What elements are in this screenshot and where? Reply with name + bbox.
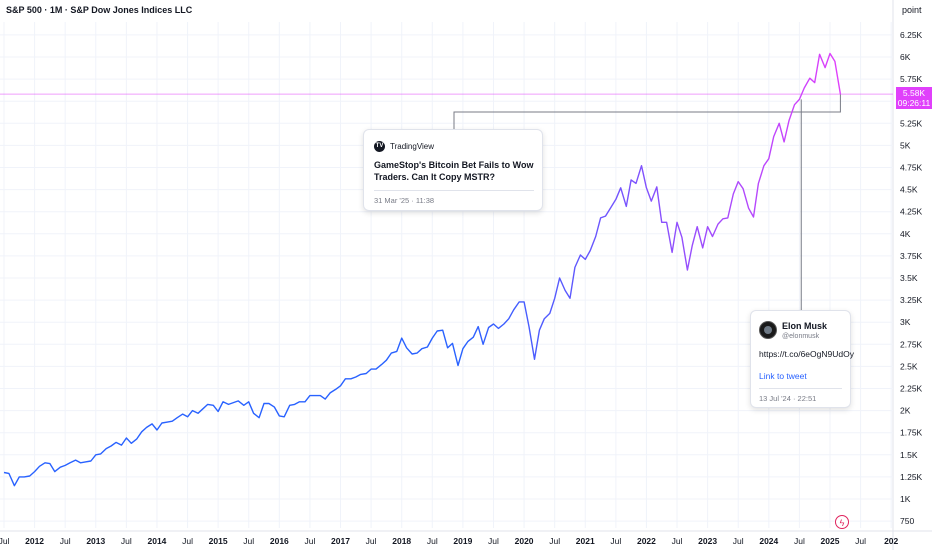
- y-tick-label: 1K: [900, 494, 911, 504]
- bar-countdown: 09:26:11: [897, 98, 931, 108]
- y-tick-label: 2.75K: [900, 339, 923, 349]
- x-tick-label: 2017: [331, 536, 350, 546]
- x-tick-label: Jul: [366, 536, 377, 546]
- x-tick-label: Jul: [610, 536, 621, 546]
- x-tick-label: 2012: [25, 536, 44, 546]
- x-tick-label: Jul: [733, 536, 744, 546]
- x-tick-label: 2023: [698, 536, 717, 546]
- y-tick-label: 1.25K: [900, 472, 923, 482]
- x-tick-label: Jul: [243, 536, 254, 546]
- y-axis: 750 1K 1.25K 1.5K 1.75K 2K 2.25K 2.5K 2.75K 3K 3.2…: [900, 30, 923, 526]
- y-tick-label: 4.25K: [900, 207, 923, 217]
- x-tick-label: Jul: [488, 536, 499, 546]
- price-line: [3, 52, 842, 487]
- current-price-tag: 5.58K 09:26:11: [896, 87, 932, 109]
- news-source-name: TradingView: [390, 142, 435, 151]
- x-tick-label: 2025: [821, 536, 840, 546]
- y-tick-label: 4.75K: [900, 163, 923, 173]
- tweet-link[interactable]: Link to tweet: [759, 371, 807, 381]
- x-tick-label: 2015: [209, 536, 228, 546]
- chart-title: S&P 500 · 1M · S&P Dow Jones Indices LLC: [6, 5, 193, 15]
- x-tick-label: 2014: [148, 536, 167, 546]
- y-tick-label: 4K: [900, 229, 911, 239]
- y-tick-label: 3K: [900, 317, 911, 327]
- y-tick-label: 2.5K: [900, 361, 918, 371]
- x-tick-label: 2018: [392, 536, 411, 546]
- y-tick-label: 5.75K: [900, 74, 923, 84]
- x-tick-label: Jul: [0, 536, 10, 546]
- x-tick-label: Jul: [672, 536, 683, 546]
- x-tick-label: Jul: [304, 536, 315, 546]
- x-tick-label: Jul: [794, 536, 805, 546]
- y-tick-label: 3.5K: [900, 273, 918, 283]
- x-tick-label: Jul: [60, 536, 71, 546]
- news-card[interactable]: TV TradingView GameStop's Bitcoin Bet Fa…: [363, 129, 543, 211]
- y-tick-label: 2K: [900, 406, 911, 416]
- tweet-text: https://t.co/6eOgN9UdOy: [759, 349, 854, 359]
- x-tick-label: Jul: [549, 536, 560, 546]
- y-tick-label: 6.25K: [900, 30, 923, 40]
- tweet-author: Elon Musk: [782, 321, 828, 331]
- lightning-bolt-icon[interactable]: ϟ: [835, 515, 849, 529]
- x-axis: Jul 2012 Jul 2013 Jul 2014 Jul 2015 Jul 2016 Jul 20…: [0, 536, 899, 546]
- y-tick-label: 1.5K: [900, 450, 918, 460]
- x-tick-label: Jul: [427, 536, 438, 546]
- news-timestamp: 31 Mar '25 · 11:38: [374, 196, 435, 205]
- news-headline[interactable]: GameStop's Bitcoin Bet Fails to Wow Trad…: [374, 160, 534, 182]
- price-line-group: [0, 52, 893, 487]
- y-tick-label: 5K: [900, 140, 911, 150]
- current-price-value: 5.58K: [902, 88, 926, 98]
- y-tick-label: 1.75K: [900, 428, 923, 438]
- x-tick-label: 2024: [759, 536, 778, 546]
- x-tick-label: 2016: [270, 536, 289, 546]
- x-tick-label: 2013: [86, 536, 105, 546]
- tweet-timestamp: 13 Jul '24 · 22:51: [759, 394, 817, 403]
- axis-unit-label: point: [902, 5, 922, 15]
- connectors: [453, 94, 841, 310]
- news-source-row: TV TradingView: [374, 141, 434, 152]
- y-tick-label: 2.25K: [900, 384, 923, 394]
- y-tick-label: 750: [900, 516, 914, 526]
- x-tick-label: 2020: [515, 536, 534, 546]
- tweet-card[interactable]: Elon Musk @elonmusk https://t.co/6eOgN9U…: [750, 310, 854, 408]
- news-divider: [374, 190, 534, 191]
- x-tick-label: Jul: [121, 536, 132, 546]
- y-tick-label: 6K: [900, 52, 911, 62]
- tweet-divider: [759, 388, 842, 389]
- x-tick-label: 2019: [453, 536, 472, 546]
- x-tick-label: 2021: [576, 536, 595, 546]
- y-tick-label: 5.25K: [900, 118, 923, 128]
- y-tick-label: 3.25K: [900, 295, 923, 305]
- tweet-handle: @elonmusk: [782, 333, 820, 340]
- x-tick-label: Jul: [855, 536, 866, 546]
- avatar: [759, 321, 777, 339]
- news-connector: [453, 94, 841, 129]
- x-tick-label: 202: [884, 536, 898, 546]
- y-tick-label: 3.75K: [900, 251, 923, 261]
- y-tick-label: 4.5K: [900, 185, 918, 195]
- x-tick-label: Jul: [182, 536, 193, 546]
- tradingview-logo-icon: TV: [374, 141, 385, 152]
- x-tick-label: 2022: [637, 536, 656, 546]
